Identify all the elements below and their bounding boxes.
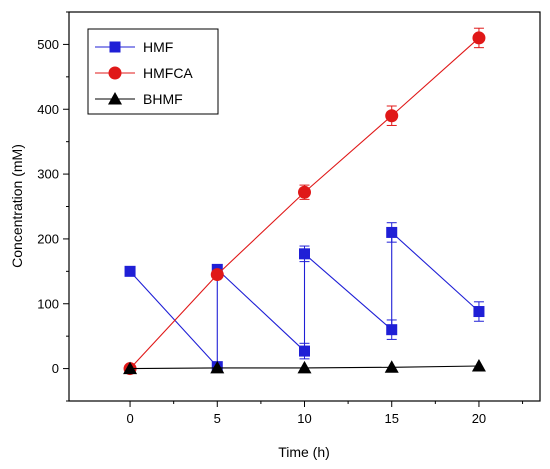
legend-marker [109,41,121,53]
y-tick-label: 0 [52,361,59,376]
legend: HMF HMFCA BHMF [87,28,219,115]
legend-marker [108,66,122,80]
data-point [473,306,485,318]
data-point [472,31,486,45]
data-point [298,185,311,199]
legend-label: BHMF [143,91,183,107]
data-point [384,360,399,373]
data-point [299,345,310,357]
y-tick-label: 400 [37,102,59,117]
data-point [210,360,225,374]
data-point [210,268,224,282]
y-tick-label: 100 [37,296,59,311]
y-tick-label: 500 [37,37,59,52]
data-point [471,358,486,372]
series-hmfca [123,27,486,376]
y-tick-label: 300 [37,167,59,182]
series-bhmf [123,358,486,375]
data-point [386,324,398,336]
x-tick-label: 0 [126,411,133,426]
data-point [297,360,312,374]
series-hmf [124,222,485,373]
y-tick-label: 200 [37,231,59,246]
data-point [386,226,398,238]
data-point [385,109,399,123]
x-tick-label: 15 [384,411,398,426]
y-axis-title: Concentration (mM) [9,144,25,268]
legend-marker [108,92,122,105]
series-layer [123,27,486,376]
x-axis-title: Time (h) [278,444,330,460]
data-point [124,265,136,277]
legend-label: HMFCA [143,65,193,81]
series-line [129,231,480,369]
x-tick-label: 20 [472,411,486,426]
data-point [123,361,138,375]
x-tick-label: 10 [297,411,311,426]
legend-label: HMF [143,39,173,55]
x-tick-label: 5 [214,411,221,426]
data-point [299,248,310,260]
